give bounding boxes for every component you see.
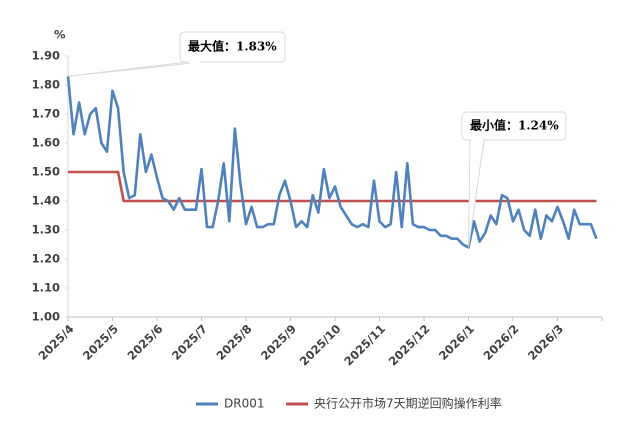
callout-seam <box>189 60 201 64</box>
y-tick-label: 1.10 <box>32 281 60 295</box>
y-tick-label: 1.80 <box>32 78 60 92</box>
annotation: 最大值：1.83% <box>188 39 277 54</box>
y-tick-label: 1.60 <box>32 136 60 150</box>
y-unit: % <box>54 28 66 42</box>
series-line <box>66 76 598 249</box>
callout-box <box>461 111 567 141</box>
y-tick-label: 1.20 <box>32 252 60 266</box>
y-tick-label: 1.40 <box>32 194 60 208</box>
y-tick-label: 1.70 <box>32 107 60 121</box>
callout-seam <box>471 138 483 142</box>
y-tick-label: 1.50 <box>32 165 60 179</box>
legend-label: DR001 <box>224 397 264 411</box>
legend-label: 央行公开市场7天期逆回购操作利率 <box>314 396 502 411</box>
annotation: 最小值：1.24% <box>470 118 559 133</box>
callout-box <box>179 31 286 63</box>
y-tick-label: 1.00 <box>32 310 60 324</box>
y-tick-label: 1.90 <box>32 49 60 63</box>
y-tick-label: 1.30 <box>32 223 60 237</box>
